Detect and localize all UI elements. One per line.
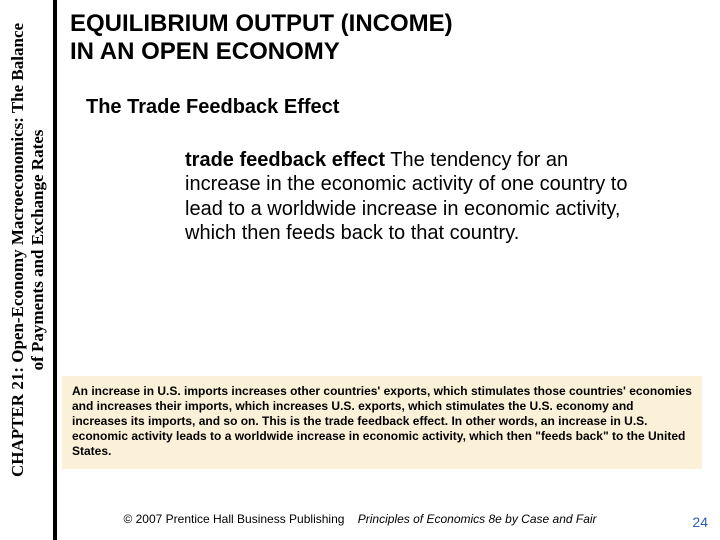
footer-copyright: © 2007 Prentice Hall Business Publishing xyxy=(123,512,344,526)
slide-title-line1: EQUILIBRIUM OUTPUT (INCOME) xyxy=(70,10,453,37)
chapter-label: CHAPTER 21: Open-Economy Macroeconomics:… xyxy=(8,0,49,500)
chapter-label-line2: of Payments and Exchange Rates xyxy=(28,130,47,371)
definition-block: trade feedback effect The tendency for a… xyxy=(185,148,635,246)
page-number: 24 xyxy=(692,514,708,530)
slide-subtitle: The Trade Feedback Effect xyxy=(86,96,339,119)
footer-book: Principles of Economics 8e by Case and F… xyxy=(358,512,597,526)
definition-term: trade feedback effect xyxy=(185,149,385,171)
footer: © 2007 Prentice Hall Business Publishing… xyxy=(0,512,720,526)
slide-title: EQUILIBRIUM OUTPUT (INCOME) IN AN OPEN E… xyxy=(70,10,453,65)
chapter-label-line1: CHAPTER 21: Open-Economy Macroeconomics:… xyxy=(8,23,27,477)
vertical-divider xyxy=(53,0,57,540)
slide-title-line2: IN AN OPEN ECONOMY xyxy=(70,38,340,65)
highlight-box: An increase in U.S. imports increases ot… xyxy=(62,376,702,469)
